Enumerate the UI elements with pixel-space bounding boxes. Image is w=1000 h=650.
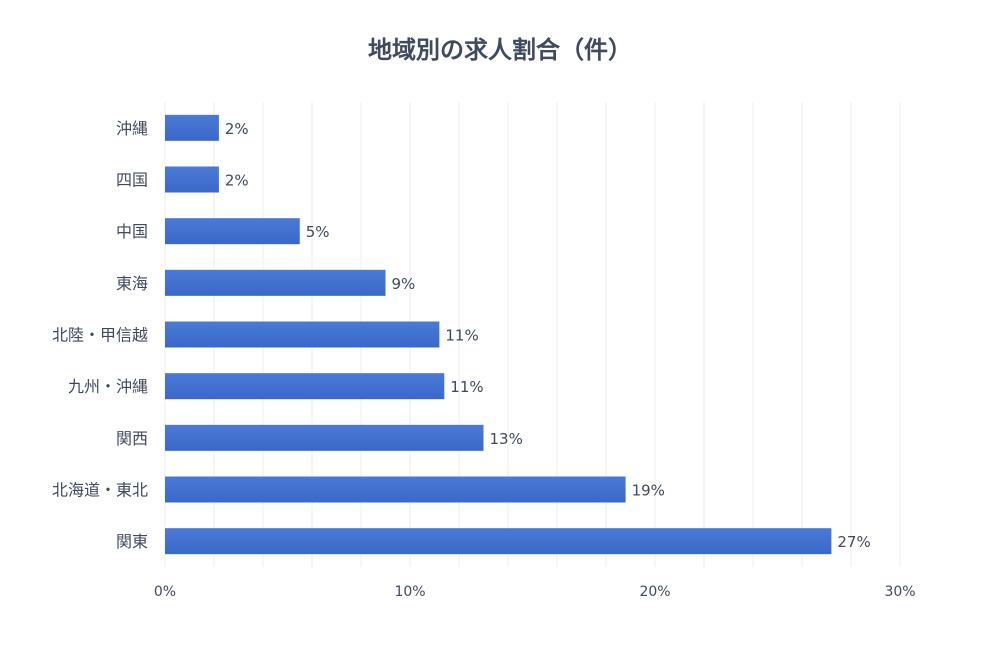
category-label: 関東: [116, 532, 148, 551]
bar: [165, 476, 626, 503]
category-label: 北海道・東北: [52, 481, 148, 500]
category-label: 四国: [116, 171, 148, 190]
bar: [165, 166, 219, 193]
data-label: 9%: [392, 275, 416, 293]
data-label: 2%: [225, 120, 249, 138]
bar: [165, 269, 386, 296]
data-label: 27%: [837, 533, 870, 551]
data-label: 11%: [445, 327, 478, 345]
labels: 0% 10% 20% 30% 沖縄 2% 四国 2% 中国 5% 東海 9% 北陸・甲信越 11% 九州・沖…: [52, 119, 916, 600]
data-label: 19%: [632, 482, 665, 500]
x-tick-label: 20%: [639, 584, 670, 600]
x-tick-label: 10%: [394, 584, 425, 600]
category-label: 関西: [116, 429, 148, 448]
data-label: 2%: [225, 172, 249, 190]
bar: [165, 114, 219, 141]
bar: [165, 321, 440, 348]
x-tick-label: 30%: [884, 584, 915, 600]
data-label: 5%: [306, 223, 330, 241]
bar: [165, 424, 484, 451]
category-label: 沖縄: [116, 119, 148, 138]
category-label: 中国: [116, 222, 148, 241]
data-label: 13%: [490, 430, 523, 448]
category-label: 北陸・甲信越: [52, 326, 148, 345]
bars: [165, 114, 832, 555]
x-tick-label: 0%: [154, 584, 176, 600]
bar: [165, 528, 832, 555]
category-label: 九州・沖縄: [68, 377, 148, 396]
data-label: 11%: [450, 378, 483, 396]
bar: [165, 218, 300, 245]
category-label: 東海: [116, 274, 148, 293]
chart-title: 地域別の求人割合（件）: [368, 36, 632, 64]
bar: [165, 373, 445, 400]
